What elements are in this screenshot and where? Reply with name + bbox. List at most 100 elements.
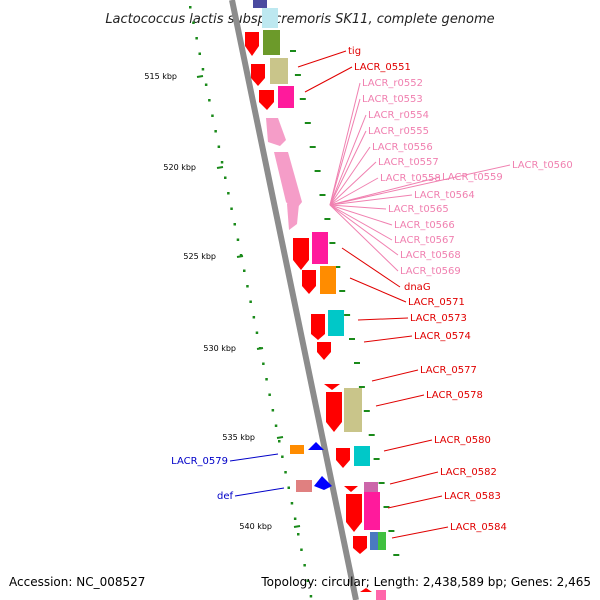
minor-tick [252,316,256,319]
gene-arrow-0582 [344,486,358,492]
minor-tick [220,161,224,164]
gene-label[interactable]: LACR_r0555 [368,126,429,137]
gene-label[interactable]: LACR_0573 [410,313,467,324]
gene-partial-top-cyan [262,8,278,28]
gene-label[interactable]: LACR_t0564 [414,190,475,201]
gene-label-leader [234,487,285,497]
gene-label[interactable]: LACR_0580 [434,435,491,446]
gene-label[interactable]: LACR_t0567 [394,235,455,246]
gene-label[interactable]: LACR_r0552 [362,78,423,89]
gene-label[interactable]: LACR_t0553 [362,94,423,105]
minor-tick [271,409,275,412]
minor-tick [239,254,243,257]
minor-tick [198,52,201,55]
gene-label[interactable]: LACR_0551 [354,62,411,73]
gene-label[interactable]: LACR_r0554 [368,110,429,121]
major-tick [256,347,264,350]
gene-arrow-0579 [308,442,324,450]
gene-block-dnaG [312,232,328,264]
gene-arrow-0584 [353,536,367,554]
gene-partial-bottom [376,590,386,600]
gene-label[interactable]: LACR_0574 [414,331,471,342]
inner-tick [304,122,311,124]
inner-tick-track [290,50,400,556]
gene-label-leader [329,204,399,256]
minor-tick [268,393,271,396]
gene-arrow-0551 [251,64,265,86]
gene-label[interactable]: LACR_t0566 [394,220,455,231]
gene-label[interactable]: LACR_0579 [171,456,228,467]
gene-label-leader [229,453,279,462]
gene-label[interactable]: tig [348,46,361,57]
gene-label-leader [371,369,419,382]
minor-tick [303,564,306,567]
inner-tick [299,98,306,100]
inner-tick [334,266,341,268]
inner-tick [294,74,301,76]
rrna-feature-2 [274,152,302,212]
inner-tick [349,338,355,340]
minor-tick [208,99,211,102]
minor-tick [309,595,313,598]
gene-arrow-def [314,476,332,490]
gene-label-leader [349,277,407,303]
minor-tick [281,455,284,458]
gene-block-0573 [328,310,344,336]
gene-block-0584-green [378,532,386,550]
gene-label-leader [357,317,409,321]
gene-block-0578 [344,388,362,432]
accession-text: Accession: NC_008527 [9,575,145,589]
gene-arrow-dnaG-2 [302,270,316,294]
gene-label[interactable]: LACR_0584 [450,522,507,533]
minor-tick [278,440,281,443]
gene-label[interactable]: LACR_0583 [444,491,501,502]
scale-label: 540 kbp [239,522,272,531]
gene-features [245,0,386,600]
minor-tick [201,68,205,71]
major-tick [276,436,284,439]
map-title: Lactococcus lactis subsp. cremoris SK11,… [105,12,494,27]
gene-label[interactable]: LACR_0578 [426,390,483,401]
inner-tick [358,386,365,388]
minor-tick [227,192,230,195]
gene-label-leader [329,130,367,206]
gene-label[interactable]: def [217,491,234,502]
gene-label[interactable]: LACR_0577 [420,365,477,376]
minor-tick [211,114,214,117]
minor-tick [300,548,303,551]
gene-arrow-0574 [317,342,331,360]
gene-label[interactable]: LACR_0582 [440,467,497,478]
gene-label-leader [329,98,361,206]
inner-tick [344,314,351,316]
gene-label[interactable]: LACR_t0568 [400,250,461,261]
gene-block-0583 [364,492,380,530]
gene-label[interactable]: LACR_t0556 [372,142,433,153]
gene-label-leader [329,204,399,272]
minor-tick [255,331,259,334]
gene-label[interactable]: LACR_t0560 [512,160,573,171]
gene-label[interactable]: LACR_t0558 [380,173,441,184]
gene-label[interactable]: LACR_t0557 [378,157,439,168]
gene-arrow-0580 [336,448,350,468]
gene-label[interactable]: LACR_t0559 [442,172,503,183]
gene-label[interactable]: dnaG [404,282,431,293]
minor-tick [265,378,268,381]
gene-label[interactable]: LACR_t0569 [400,266,461,277]
scale-label: 530 kbp [203,344,236,353]
gene-label[interactable]: LACR_0571 [408,297,465,308]
gene-label[interactable]: LACR_t0565 [388,204,449,215]
inner-tick [314,170,321,172]
minor-tick [236,238,240,241]
inner-tick [378,482,385,484]
gene-block-0579 [290,445,304,454]
gene-block-0551 [270,58,288,84]
gene-arrow-dnaG-1 [293,238,309,270]
gene-arrow-0577 [324,384,340,390]
gene-label-leader [387,495,443,509]
gene-label-leader [363,335,413,343]
gene-label-leader [329,114,367,206]
minor-tick [243,269,246,272]
major-tick [293,525,301,528]
gene-label-leader [329,161,377,206]
inner-tick [339,290,346,292]
